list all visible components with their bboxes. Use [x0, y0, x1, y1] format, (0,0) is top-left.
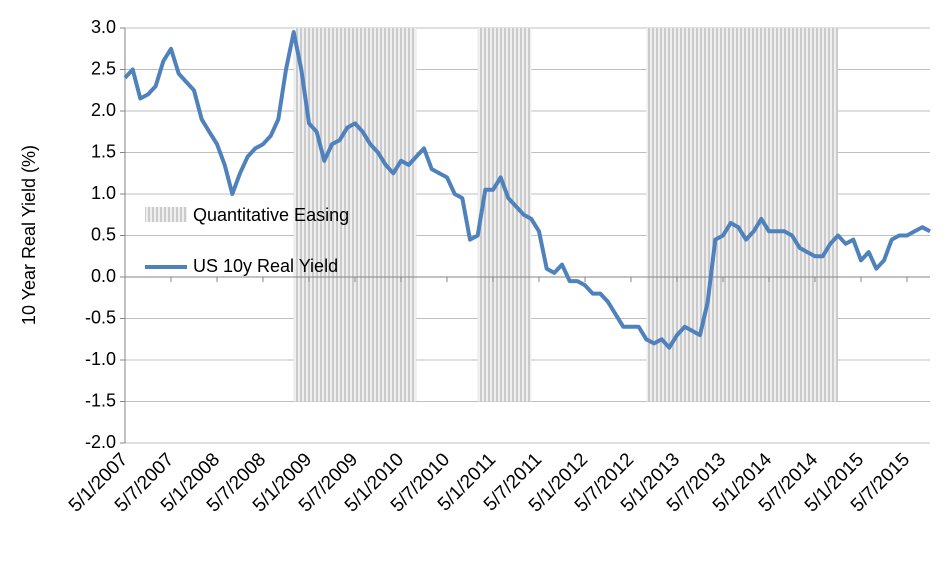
legend-label: US 10y Real Yield [193, 256, 338, 276]
series-line [123, 30, 931, 350]
y-tick-label: -1.0 [85, 349, 116, 369]
y-tick-label: 1.0 [91, 183, 116, 203]
y-tick-label: -2.0 [85, 432, 116, 452]
y-tick-label: 0.0 [91, 266, 116, 286]
y-tick-label: 2.5 [91, 58, 116, 78]
legend-label: Quantitative Easing [193, 205, 349, 225]
qe-region [293, 28, 417, 402]
y-tick-label: 0.5 [91, 224, 116, 244]
y-tick-label: 1.5 [91, 141, 116, 161]
y-tick-label: 3.0 [91, 17, 116, 37]
legend-swatch [145, 207, 187, 222]
qe-region [646, 28, 838, 402]
y-tick-label: -0.5 [85, 307, 116, 327]
y-tick-label: 2.0 [91, 100, 116, 120]
y-axis-title: 10 Year Real Yield (%) [19, 145, 39, 325]
y-tick-label: -1.5 [85, 390, 116, 410]
